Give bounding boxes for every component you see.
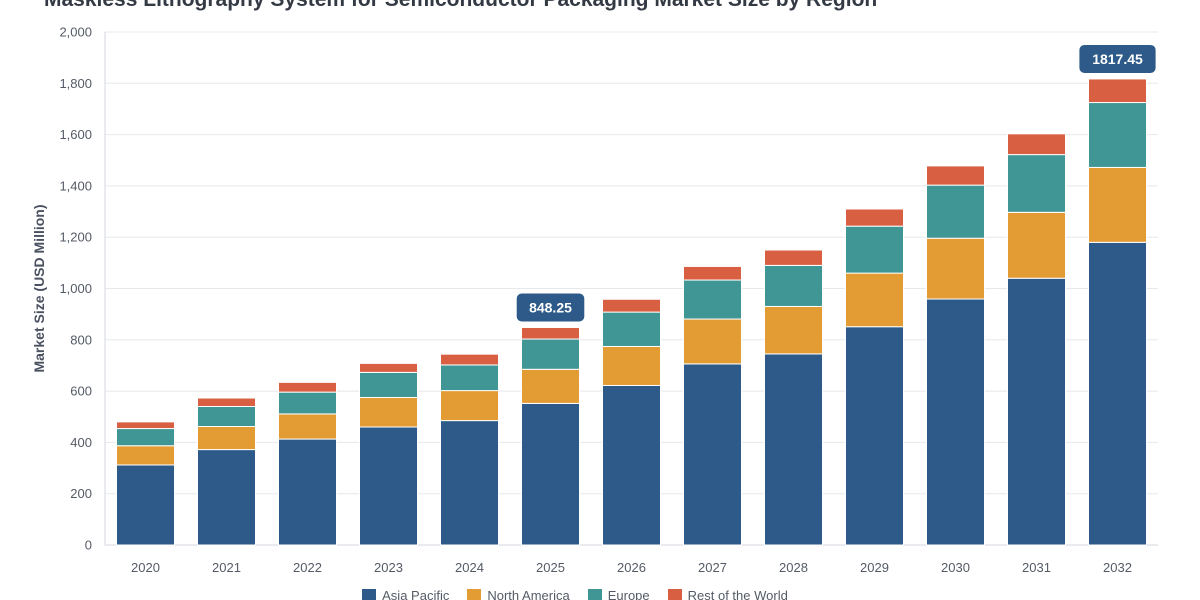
value-callout <box>1079 44 1156 73</box>
bar-segment-asia-pacific-2026[interactable] <box>602 384 661 546</box>
legend-swatch <box>667 589 682 600</box>
bar-segment-rest-of-the-world-2029[interactable] <box>845 208 904 227</box>
bar-segment-north-america-2021[interactable] <box>197 425 256 451</box>
bar-segment-europe-2025[interactable] <box>521 338 580 370</box>
bar-segment-asia-pacific-2025[interactable] <box>521 402 580 546</box>
bar-segment-europe-2030[interactable] <box>926 184 985 239</box>
x-tick-label: 2024 <box>455 560 484 575</box>
y-tick-label: 1,400 <box>59 178 92 193</box>
y-tick-label: 200 <box>70 486 92 501</box>
x-tick-label: 2032 <box>1103 560 1132 575</box>
legend-swatch <box>587 589 602 600</box>
bar-segment-europe-2021[interactable] <box>197 405 256 427</box>
y-tick-label: 1,200 <box>59 230 92 245</box>
bar-segment-europe-2024[interactable] <box>440 364 499 392</box>
legend-swatch <box>467 589 482 600</box>
bar-segment-rest-of-the-world-2026[interactable] <box>602 298 661 313</box>
bar-segment-north-america-2032[interactable] <box>1088 166 1147 243</box>
bar-segment-rest-of-the-world-2020[interactable] <box>116 421 175 430</box>
bar-segment-asia-pacific-2020[interactable] <box>116 464 175 546</box>
bar-segment-europe-2022[interactable] <box>278 391 337 415</box>
y-tick-label: 800 <box>70 332 92 347</box>
x-tick-label: 2027 <box>698 560 727 575</box>
x-tick-label: 2022 <box>293 560 322 575</box>
bar-segment-rest-of-the-world-2025[interactable] <box>521 326 580 340</box>
legend-swatch <box>362 589 377 600</box>
bar-segment-rest-of-the-world-2032[interactable] <box>1088 78 1147 104</box>
bar-segment-rest-of-the-world-2030[interactable] <box>926 165 985 186</box>
legend-label: North America <box>487 588 570 600</box>
bar-segment-asia-pacific-2027[interactable] <box>683 363 742 546</box>
bar-segment-rest-of-the-world-2031[interactable] <box>1007 133 1066 156</box>
x-tick-label: 2025 <box>536 560 565 575</box>
bar-segment-north-america-2020[interactable] <box>116 445 175 466</box>
y-tick-label: 2,000 <box>59 25 92 40</box>
bar-segment-asia-pacific-2031[interactable] <box>1007 277 1066 546</box>
bar-segment-north-america-2026[interactable] <box>602 345 661 386</box>
bar-segment-north-america-2025[interactable] <box>521 368 580 404</box>
bar-segment-north-america-2030[interactable] <box>926 237 985 300</box>
bar-segment-europe-2023[interactable] <box>359 371 418 399</box>
legend-label: Rest of the World <box>687 588 788 600</box>
x-tick-label: 2031 <box>1022 560 1051 575</box>
bar-segment-asia-pacific-2022[interactable] <box>278 438 337 546</box>
bar-segment-europe-2028[interactable] <box>764 264 823 307</box>
bar-segment-asia-pacific-2029[interactable] <box>845 326 904 546</box>
bar-segment-rest-of-the-world-2024[interactable] <box>440 353 499 366</box>
bar-segment-europe-2029[interactable] <box>845 225 904 274</box>
value-callout-label: 848.25 <box>529 299 572 315</box>
bar-segment-asia-pacific-2024[interactable] <box>440 420 499 546</box>
x-tick-label: 2030 <box>941 560 970 575</box>
y-tick-label: 400 <box>70 435 92 450</box>
y-tick-label: 1,000 <box>59 281 92 296</box>
bar-segment-rest-of-the-world-2022[interactable] <box>278 381 337 393</box>
x-tick-label: 2021 <box>212 560 241 575</box>
bar-segment-europe-2031[interactable] <box>1007 154 1066 213</box>
x-tick-label: 2023 <box>374 560 403 575</box>
y-tick-label: 0 <box>85 538 92 553</box>
y-tick-label: 600 <box>70 384 92 399</box>
x-tick-label: 2026 <box>617 560 646 575</box>
chart-legend: Asia Pacific North America Europe Rest of t… <box>0 588 1150 600</box>
bar-segment-asia-pacific-2021[interactable] <box>197 449 256 546</box>
bar-segment-europe-2026[interactable] <box>602 311 661 347</box>
bar-segment-north-america-2024[interactable] <box>440 390 499 422</box>
y-tick-label: 1,800 <box>59 76 92 91</box>
bar-segment-asia-pacific-2032[interactable] <box>1088 241 1147 546</box>
value-callout <box>516 293 585 322</box>
bar-segment-europe-2032[interactable] <box>1088 102 1147 168</box>
bar-segment-asia-pacific-2023[interactable] <box>359 426 418 546</box>
legend-label: Asia Pacific <box>382 588 450 600</box>
bar-segment-north-america-2023[interactable] <box>359 397 418 428</box>
legend-item[interactable]: Europe <box>587 588 650 600</box>
bar-segment-rest-of-the-world-2028[interactable] <box>764 249 823 266</box>
x-tick-label: 2029 <box>860 560 889 575</box>
bar-segment-north-america-2029[interactable] <box>845 272 904 328</box>
legend-label: Europe <box>607 588 650 600</box>
value-callout-label: 1817.45 <box>1092 51 1143 67</box>
bar-segment-north-america-2028[interactable] <box>764 305 823 355</box>
bar-segment-north-america-2027[interactable] <box>683 318 742 365</box>
y-tick-label: 1,600 <box>59 127 92 142</box>
bar-segment-europe-2020[interactable] <box>116 428 175 447</box>
bar-segment-asia-pacific-2030[interactable] <box>926 298 985 546</box>
legend-item[interactable]: North America <box>467 588 570 600</box>
legend-item[interactable]: Asia Pacific <box>362 588 449 600</box>
bar-segment-north-america-2031[interactable] <box>1007 211 1066 279</box>
bar-segment-rest-of-the-world-2027[interactable] <box>683 265 742 281</box>
bar-segment-asia-pacific-2028[interactable] <box>764 353 823 546</box>
bar-segment-rest-of-the-world-2021[interactable] <box>197 397 256 407</box>
y-axis-label: Market Size (USD Million) <box>31 204 47 372</box>
chart-title: Maskless Lithography System for Semicond… <box>44 0 877 12</box>
legend-item[interactable]: Rest of the World <box>667 588 788 600</box>
bar-segment-north-america-2022[interactable] <box>278 413 337 440</box>
x-tick-label: 2020 <box>131 560 160 575</box>
bar-segment-europe-2027[interactable] <box>683 279 742 320</box>
x-tick-label: 2028 <box>779 560 808 575</box>
bar-segment-rest-of-the-world-2023[interactable] <box>359 362 418 373</box>
